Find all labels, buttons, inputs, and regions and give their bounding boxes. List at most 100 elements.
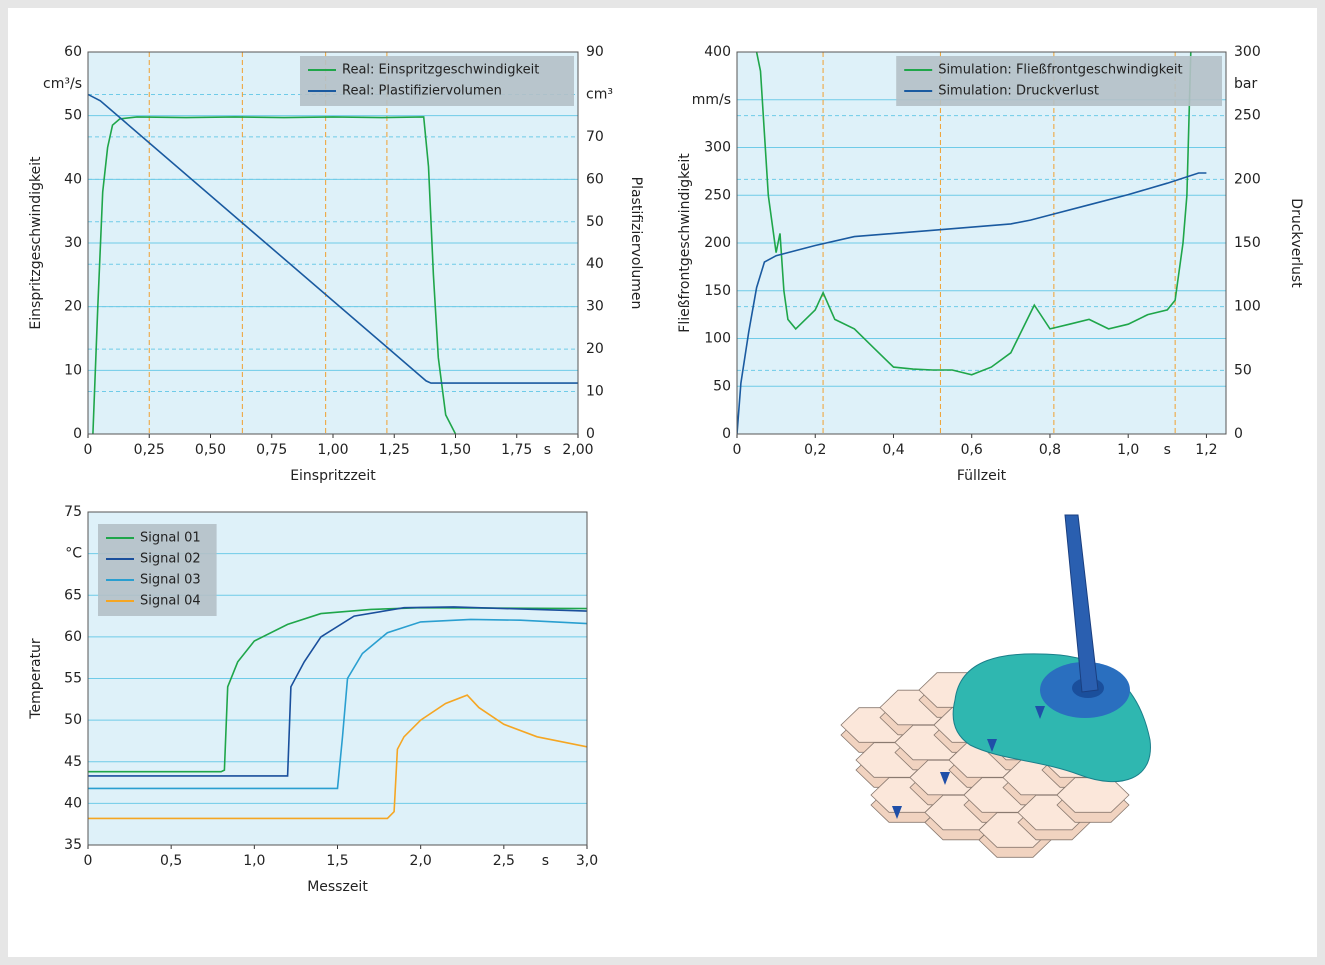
sensor [1035, 706, 1045, 719]
y-tick-label: 75 [64, 504, 82, 520]
x-axis-title: Füllzeit [957, 468, 1007, 484]
x-tick-label: 0 [84, 442, 93, 458]
y2-axis-title: Plastifiziervolumen [628, 177, 644, 310]
legend-label: Signal 01 [140, 531, 201, 546]
x-axis-title: Messzeit [307, 879, 368, 895]
y-tick-label: 60 [64, 44, 82, 60]
sprue [1064, 514, 1099, 693]
y-tick-label: 50 [64, 712, 82, 728]
sensor [940, 772, 950, 785]
y2-tick-label: 0 [1234, 426, 1243, 442]
x-unit: s [544, 442, 551, 458]
y-tick-label: 30 [64, 235, 82, 251]
data-line [88, 618, 587, 790]
x-tick-label: 1,0 [1117, 442, 1139, 458]
legend-label: Signal 04 [140, 594, 201, 609]
y-tick-label: 40 [64, 795, 82, 811]
legend-box [300, 56, 574, 106]
x-unit: s [542, 853, 549, 869]
x-tick-label: 0 [84, 853, 93, 869]
data-line [88, 606, 587, 773]
x-tick-label: 0,25 [134, 442, 165, 458]
y-tick-label: mm/s [692, 92, 731, 108]
y-unit: cm³/s [43, 76, 82, 92]
x-tick-label: 1,2 [1195, 442, 1217, 458]
y-tick-label: 20 [64, 299, 82, 315]
x-tick-label: 2,0 [410, 853, 432, 869]
legend: Signal 01 Signal 02 Signal 03 Signal 04 [98, 524, 217, 616]
x-tick-label: 0,50 [195, 442, 226, 458]
y-tick-label: 200 [704, 235, 731, 251]
y-axis-title: Fließfrontgeschwindigkeit [677, 153, 693, 333]
y-axis-title: Temperatur [28, 638, 44, 720]
x-tick-label: 1,0 [243, 853, 265, 869]
data-line [88, 606, 587, 777]
y-tick-label: 45 [64, 754, 82, 770]
y-tick-label: 50 [713, 378, 731, 394]
y-axis-title: Einspritzgeschwindigkeit [28, 156, 44, 330]
y2-tick-label: 200 [1234, 171, 1261, 187]
x-tick-label: 0,8 [1039, 442, 1061, 458]
legend-box [896, 56, 1222, 106]
y2-tick-label: 50 [1234, 362, 1252, 378]
legend-label: Real: Plastifiziervolumen [342, 84, 502, 99]
x-tick-label: 1,5 [326, 853, 348, 869]
y-tick-label: 0 [73, 426, 82, 442]
x-axis-title: Einspritzzeit [290, 468, 376, 484]
x-tick-label: 0,2 [804, 442, 826, 458]
x-tick-label: 1,00 [317, 442, 348, 458]
x-tick-label: 2,00 [562, 442, 593, 458]
chart: 35 40 45 50 55 60 65 °C 75 0 0,5 1,0 1,5 2,0 2,5 3,0 s Me… [28, 504, 598, 895]
data-line [92, 116, 457, 434]
y2-tick-label: 100 [1234, 299, 1261, 315]
y-tick-label: 100 [704, 331, 731, 347]
y-tick-label: 400 [704, 44, 731, 60]
y2-tick-label: 10 [586, 384, 604, 400]
sensor [987, 739, 997, 752]
x-tick-label: 1,75 [501, 442, 532, 458]
plot-frame [736, 51, 1227, 435]
y-tick-label: 65 [64, 587, 82, 603]
y-tick-label: 60 [64, 629, 82, 645]
legend-label: Signal 02 [140, 552, 201, 567]
y-tick-label: 10 [64, 362, 82, 378]
y2-tick-label: 30 [586, 299, 604, 315]
x-tick-label: 1,50 [440, 442, 471, 458]
y2-tick-label: 20 [586, 341, 604, 357]
y2-tick-label: 90 [586, 44, 604, 60]
data-line [88, 93, 578, 384]
x-tick-label: 1,25 [379, 442, 410, 458]
x-tick-label: 0,4 [882, 442, 904, 458]
legend-label: Simulation: Druckverlust [938, 84, 1099, 99]
x-tick-label: 2,5 [493, 853, 515, 869]
x-tick-label: 3,0 [576, 853, 598, 869]
y2-tick-label: 50 [586, 214, 604, 230]
y2-tick-label: 0 [586, 426, 595, 442]
plot-frame [87, 51, 579, 435]
y2-tick-label: 300 [1234, 44, 1261, 60]
legend-label: Signal 03 [140, 573, 201, 588]
y2-unit: bar [1234, 76, 1257, 92]
y2-tick-label: 70 [586, 129, 604, 145]
chart: 0 10 20 30 40 50 60 0 10 20 30 40 50 60 70 cm³ 90 0 0,25 0,… [28, 44, 644, 484]
x-tick-label: 0,75 [256, 442, 287, 458]
y2-tick-label: 40 [586, 256, 604, 272]
chart: 0 50 100 150 200 250 300 mm/s 400 0 50 100 150 200 250… [677, 44, 1304, 484]
y-tick-label: 300 [704, 140, 731, 156]
x-tick-label: 0,5 [160, 853, 182, 869]
y2-axis-title: Druckverlust [1288, 198, 1304, 288]
data-line [88, 694, 587, 820]
legend-label: Simulation: Fließfrontgeschwindigkeit [938, 63, 1182, 78]
y-tick-label: 250 [704, 187, 731, 203]
simulation-render [840, 514, 1151, 858]
x-unit: s [1164, 442, 1171, 458]
y2-tick-label: cm³ [586, 86, 613, 102]
legend-label: Real: Einspritzgeschwindigkeit [342, 63, 539, 78]
y2-tick-label: 250 [1234, 108, 1261, 124]
legend: Simulation: Fließfrontgeschwindigkeit Sim… [896, 56, 1222, 106]
data-line [755, 52, 1192, 376]
x-tick-label: 0 [733, 442, 742, 458]
y-tick-label: 150 [704, 283, 731, 299]
plot-frame [87, 511, 588, 846]
